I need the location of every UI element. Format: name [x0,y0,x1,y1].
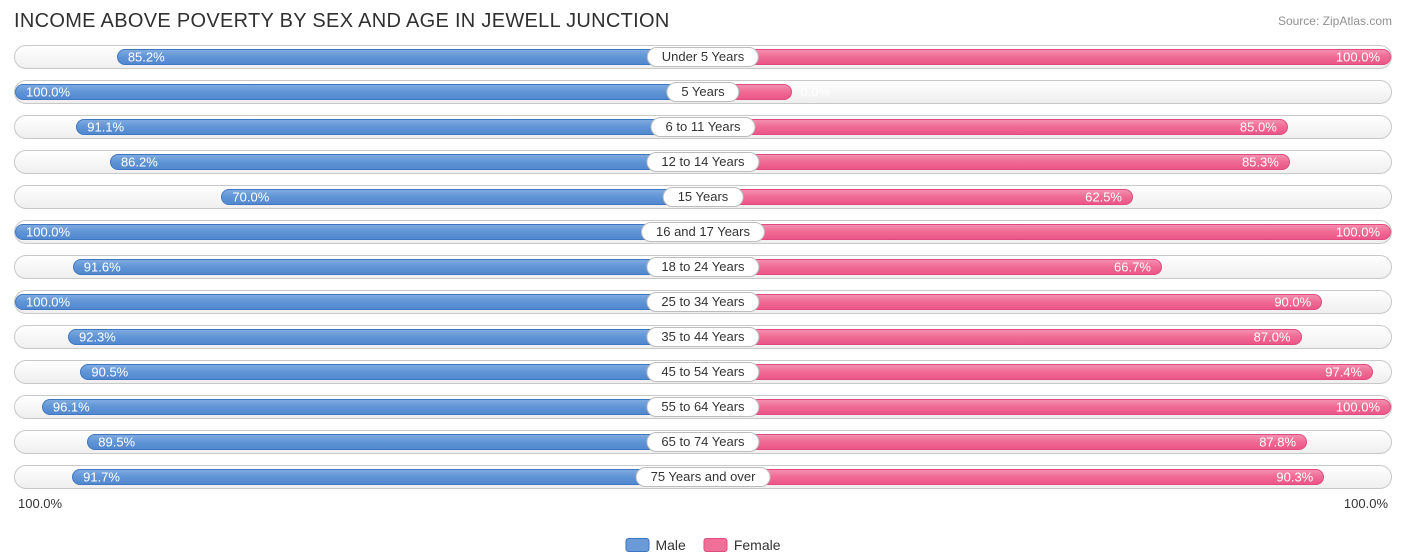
female-bar-label: 62.5% [1085,190,1122,205]
axis-right-label: 100.0% [1344,496,1388,511]
male-bar-label: 100.0% [26,85,70,100]
female-bar-label: 100.0% [1336,400,1380,415]
chart-row: 91.1% 85.0% 6 to 11 Years [14,115,1392,139]
female-bar: 90.0% [703,294,1322,310]
chart-row: 86.2% 85.3% 12 to 14 Years [14,150,1392,174]
male-bar-label: 91.1% [87,120,124,135]
chart-row: 100.0% 0.0% 5 Years [14,80,1392,104]
female-bar: 90.3% [703,469,1324,485]
legend: Male Female [625,537,780,553]
male-bar: 70.0% [221,189,703,205]
female-bar: 66.7% [703,259,1162,275]
category-label: Under 5 Years [647,47,759,67]
male-bar: 92.3% [68,329,703,345]
male-bar: 89.5% [87,434,703,450]
female-bar: 87.0% [703,329,1302,345]
male-bar: 91.6% [73,259,703,275]
female-bar-label: 66.7% [1114,260,1151,275]
female-bar: 100.0% [703,49,1391,65]
chart-title: INCOME ABOVE POVERTY BY SEX AND AGE IN J… [14,10,670,33]
category-label: 15 Years [663,187,744,207]
legend-female-label: Female [734,537,781,553]
category-label: 55 to 64 Years [646,397,759,417]
category-label: 45 to 54 Years [646,362,759,382]
female-bar: 62.5% [703,189,1133,205]
chart-row: 96.1% 100.0% 55 to 64 Years [14,395,1392,419]
female-bar-label: 85.0% [1240,120,1277,135]
category-label: 12 to 14 Years [646,152,759,172]
legend-male: Male [625,537,685,553]
male-bar: 91.1% [76,119,703,135]
male-bar: 85.2% [117,49,703,65]
female-bar: 100.0% [703,224,1391,240]
chart-row: 91.6% 66.7% 18 to 24 Years [14,255,1392,279]
male-bar-label: 100.0% [26,225,70,240]
chart-row: 70.0% 62.5% 15 Years [14,185,1392,209]
male-bar-label: 70.0% [232,190,269,205]
female-bar-label: 87.8% [1259,435,1296,450]
axis-left-label: 100.0% [18,496,62,511]
category-label: 65 to 74 Years [646,432,759,452]
category-label: 6 to 11 Years [651,117,756,137]
chart-row: 92.3% 87.0% 35 to 44 Years [14,325,1392,349]
legend-female: Female [704,537,781,553]
male-bar: 90.5% [80,364,703,380]
female-bar-label: 90.3% [1276,470,1313,485]
chart-rows: 85.2% 100.0% Under 5 Years 100.0% 0.0% 5 Year… [14,45,1392,489]
category-label: 25 to 34 Years [646,292,759,312]
male-bar: 91.7% [72,469,703,485]
male-bar-label: 89.5% [98,435,135,450]
chart-row: 90.5% 97.4% 45 to 54 Years [14,360,1392,384]
female-bar-label: 87.0% [1254,330,1291,345]
chart-header: INCOME ABOVE POVERTY BY SEX AND AGE IN J… [14,10,1392,33]
female-swatch-icon [704,538,728,552]
female-bar: 85.3% [703,154,1290,170]
male-bar: 86.2% [110,154,703,170]
chart-row: 100.0% 100.0% 16 and 17 Years [14,220,1392,244]
male-bar-label: 86.2% [121,155,158,170]
axis-row: 100.0% 100.0% [14,496,1392,511]
chart-row: 85.2% 100.0% Under 5 Years [14,45,1392,69]
male-bar: 100.0% [15,294,703,310]
female-bar-label: 100.0% [1336,50,1380,65]
male-bar-label: 91.7% [83,470,120,485]
category-label: 35 to 44 Years [646,327,759,347]
female-bar-label: 0.0% [800,85,830,100]
male-swatch-icon [625,538,649,552]
category-label: 5 Years [666,82,739,102]
male-bar: 100.0% [15,224,703,240]
female-bar: 85.0% [703,119,1288,135]
male-bar: 100.0% [15,84,703,100]
chart-row: 91.7% 90.3% 75 Years and over [14,465,1392,489]
male-bar-label: 92.3% [79,330,116,345]
female-bar-label: 100.0% [1336,225,1380,240]
male-bar-label: 96.1% [53,400,90,415]
female-bar-label: 85.3% [1242,155,1279,170]
category-label: 18 to 24 Years [646,257,759,277]
category-label: 75 Years and over [636,467,771,487]
female-bar: 100.0% [703,399,1391,415]
male-bar-label: 85.2% [128,50,165,65]
female-bar-label: 97.4% [1325,365,1362,380]
male-bar: 96.1% [42,399,703,415]
male-bar-label: 100.0% [26,295,70,310]
chart-source: Source: ZipAtlas.com [1278,14,1392,28]
legend-male-label: Male [655,537,685,553]
chart-row: 100.0% 90.0% 25 to 34 Years [14,290,1392,314]
male-bar-label: 91.6% [84,260,121,275]
chart-row: 89.5% 87.8% 65 to 74 Years [14,430,1392,454]
chart-container: INCOME ABOVE POVERTY BY SEX AND AGE IN J… [0,0,1406,559]
category-label: 16 and 17 Years [641,222,765,242]
male-bar-label: 90.5% [91,365,128,380]
female-bar: 87.8% [703,434,1307,450]
female-bar: 97.4% [703,364,1373,380]
female-bar-label: 90.0% [1274,295,1311,310]
